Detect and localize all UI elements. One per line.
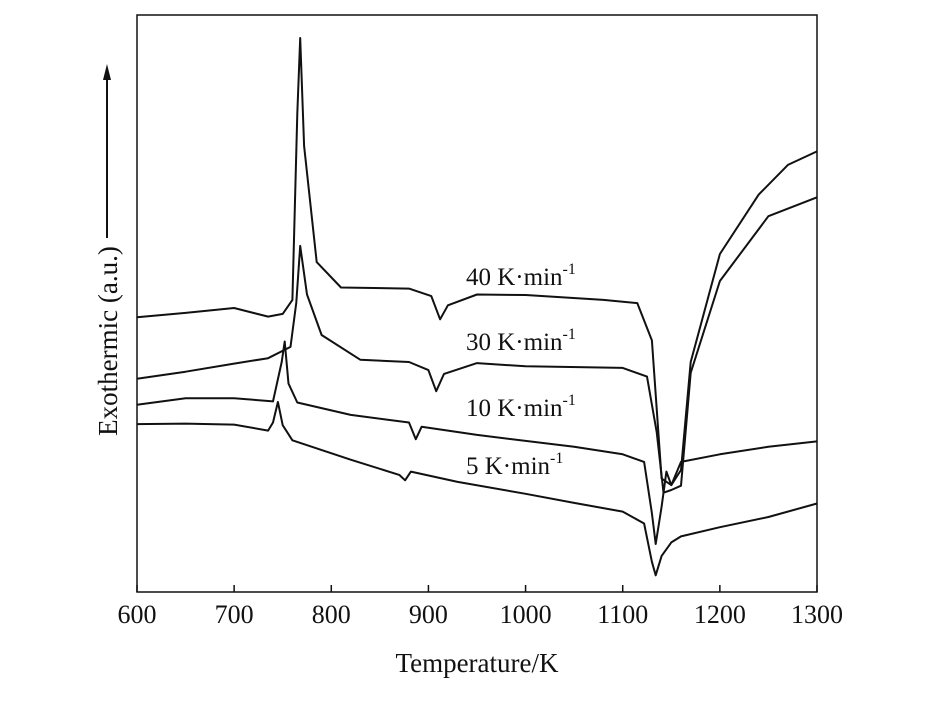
series-label-superscript: -1 (563, 326, 576, 343)
series-label-superscript: -1 (550, 450, 563, 467)
series-label-superscript: -1 (563, 261, 576, 278)
x-tick-label: 900 (409, 600, 448, 629)
series-label-text: 40 K·min (466, 264, 563, 291)
series-label-2: 10 K·min-1 (466, 392, 576, 422)
y-axis-arrowhead (103, 64, 111, 80)
series-label-text: 5 K·min (466, 453, 551, 480)
series-label-text: 30 K·min (466, 329, 563, 356)
y-axis-arrow (103, 64, 111, 238)
x-tick-label: 1200 (694, 600, 746, 629)
series-line-1 (136, 196, 818, 494)
plot-frame (136, 14, 818, 593)
series-label-1: 30 K·min-1 (466, 326, 576, 356)
y-axis-title: Exothermic (a.u.) (93, 246, 123, 436)
x-tick-label: 1000 (500, 600, 552, 629)
series-layer (136, 37, 818, 577)
x-tick-label: 800 (312, 600, 351, 629)
x-tick-label: 1100 (597, 600, 648, 629)
series-label-text: 10 K·min (466, 395, 563, 422)
x-tick-label: 600 (118, 600, 157, 629)
series-line-0 (136, 37, 818, 487)
x-tick-label: 700 (215, 600, 254, 629)
series-line-3 (136, 401, 818, 577)
series-label-0: 40 K·min-1 (466, 261, 576, 291)
series-label-layer: 40 K·min-130 K·min-110 K·min-15 K·min-1 (466, 261, 576, 480)
series-label-superscript: -1 (563, 392, 576, 409)
x-axis-ticks: 600 700 800 900 1000 1100 1200 1300 (118, 585, 843, 629)
series-line-2 (136, 340, 818, 545)
x-tick-label: 1300 (791, 600, 843, 629)
series-label-3: 5 K·min-1 (466, 450, 563, 480)
x-axis-title: Temperature/K (395, 648, 559, 678)
